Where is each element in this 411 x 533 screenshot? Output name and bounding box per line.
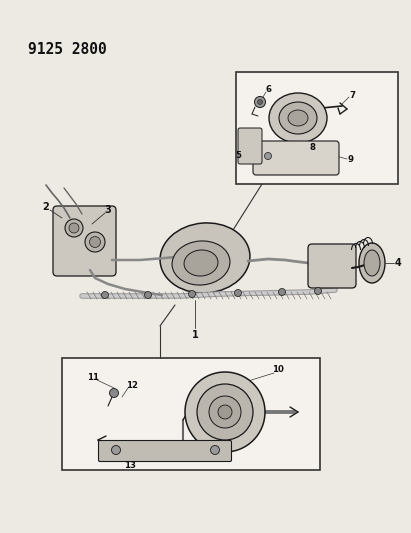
- Circle shape: [279, 288, 286, 295]
- Ellipse shape: [184, 250, 218, 276]
- Circle shape: [209, 396, 241, 428]
- Circle shape: [210, 446, 219, 455]
- Circle shape: [102, 292, 109, 298]
- Circle shape: [69, 223, 79, 233]
- Bar: [62, 358, 320, 470]
- Circle shape: [85, 232, 105, 252]
- Text: 5: 5: [235, 150, 241, 159]
- Text: 4: 4: [395, 258, 402, 268]
- Circle shape: [65, 219, 83, 237]
- Text: 7: 7: [349, 92, 355, 101]
- Text: 11: 11: [87, 373, 99, 382]
- Circle shape: [235, 289, 242, 296]
- FancyBboxPatch shape: [53, 206, 116, 276]
- Text: 2: 2: [43, 202, 49, 212]
- Circle shape: [218, 405, 232, 419]
- Circle shape: [314, 287, 321, 295]
- Text: 10: 10: [272, 366, 284, 375]
- Circle shape: [254, 96, 266, 108]
- Circle shape: [111, 446, 120, 455]
- FancyBboxPatch shape: [253, 141, 339, 175]
- Ellipse shape: [288, 110, 308, 126]
- FancyBboxPatch shape: [238, 128, 262, 164]
- Bar: [236, 72, 398, 184]
- Ellipse shape: [160, 223, 250, 293]
- Ellipse shape: [172, 241, 230, 285]
- Text: 1: 1: [192, 330, 199, 340]
- Text: 12: 12: [126, 381, 138, 390]
- Ellipse shape: [364, 250, 380, 276]
- Text: 6: 6: [265, 85, 271, 94]
- Text: 13: 13: [124, 462, 136, 471]
- Circle shape: [189, 290, 196, 297]
- Circle shape: [258, 100, 263, 104]
- Ellipse shape: [269, 93, 327, 143]
- Circle shape: [109, 389, 118, 398]
- Text: 9: 9: [347, 156, 353, 165]
- FancyBboxPatch shape: [308, 244, 356, 288]
- Text: 3: 3: [105, 205, 111, 215]
- Text: 9125 2800: 9125 2800: [28, 42, 107, 57]
- Circle shape: [197, 384, 253, 440]
- Circle shape: [145, 292, 152, 298]
- FancyBboxPatch shape: [99, 440, 231, 462]
- Ellipse shape: [359, 243, 385, 283]
- Circle shape: [185, 372, 265, 452]
- Circle shape: [90, 237, 101, 247]
- Circle shape: [265, 152, 272, 159]
- Ellipse shape: [279, 102, 317, 134]
- Text: 8: 8: [310, 143, 316, 152]
